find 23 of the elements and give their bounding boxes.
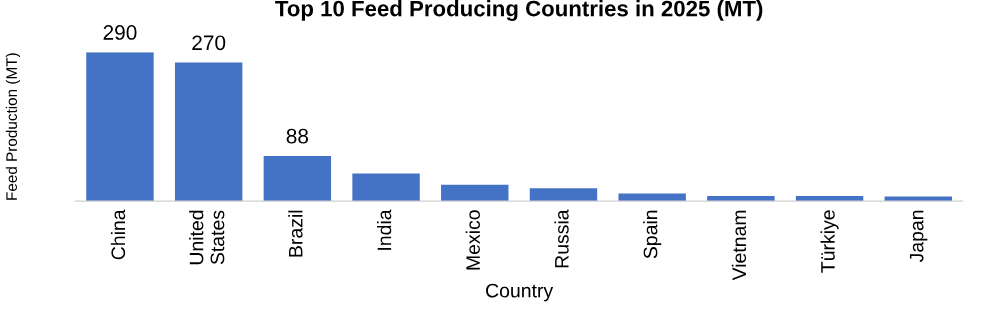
- x-tick-label: Brazil: [288, 210, 303, 257]
- bar: [263, 155, 332, 202]
- x-tick-label: Russia: [554, 209, 569, 268]
- x-tick-label: Vietnam: [731, 210, 747, 281]
- chart-title: Top 10 Feed Producing Countries in 2025 (MT): [275, 0, 763, 21]
- data-label: 270: [192, 35, 226, 51]
- y-axis-title: Feed Production (MT): [5, 53, 21, 200]
- bar: [618, 193, 686, 202]
- x-tick-label: India: [377, 209, 392, 250]
- x-tick-label: Japan: [909, 210, 928, 263]
- x-tick-label: Mexico: [465, 210, 480, 270]
- bar: [352, 173, 420, 202]
- x-tick-label: Türkiye: [820, 210, 839, 273]
- bar: [86, 52, 154, 202]
- x-axis-title: Country: [486, 283, 554, 302]
- x-tick-label: United States: [189, 210, 225, 265]
- x-tick-label: China: [110, 209, 126, 260]
- bar: [529, 188, 598, 202]
- bar: [441, 184, 509, 202]
- data-label: 88: [286, 128, 309, 144]
- x-tick-label: Spain: [643, 210, 662, 259]
- data-label: 290: [103, 25, 137, 40]
- bar: [174, 62, 243, 202]
